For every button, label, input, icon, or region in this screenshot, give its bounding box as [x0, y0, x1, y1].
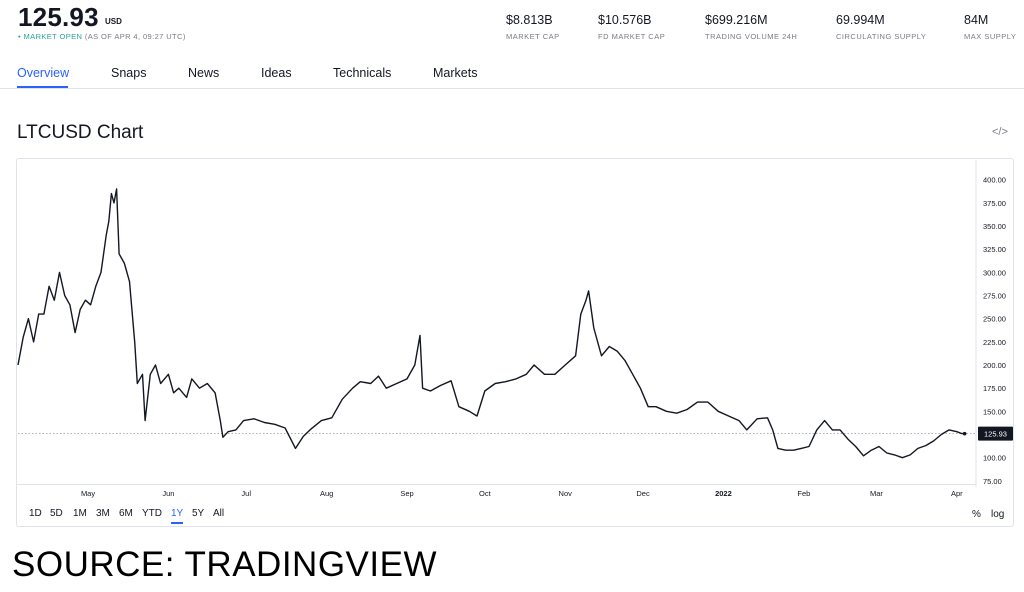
tab-technicals[interactable]: Technicals: [333, 66, 392, 80]
range-1y-button[interactable]: 1Y: [171, 508, 184, 519]
market-status: • MARKET OPEN (AS OF APR 4, 09:27 UTC): [18, 32, 186, 41]
market-time-label: (AS OF APR 4, 09:27 UTC): [84, 32, 186, 41]
price-value: 125.93: [18, 2, 99, 32]
tab-ideas[interactable]: Ideas: [261, 66, 292, 80]
tab-markets[interactable]: Markets: [433, 66, 478, 80]
y-tick-label: 350.00: [983, 222, 1006, 231]
stat-value: $699.216M: [705, 13, 768, 27]
stat-label: MAX SUPPLY: [964, 32, 1017, 41]
stat-fd-market-cap: $10.576B FD MARKET CAP: [598, 13, 665, 41]
stat-label: CIRCULATING SUPPLY: [836, 32, 927, 41]
tab-news[interactable]: News: [188, 66, 220, 80]
stat-value: 69.994M: [836, 13, 885, 27]
tab-snaps[interactable]: Snaps: [111, 66, 147, 80]
range-ytd-button[interactable]: YTD: [142, 508, 162, 519]
y-tick-label: 200.00: [983, 361, 1006, 370]
range-1m-button[interactable]: 1M: [73, 508, 87, 519]
chart-title: LTCUSD Chart: [17, 122, 144, 143]
range-3m-button[interactable]: 3M: [96, 508, 110, 519]
y-tick-label: 100.00: [983, 454, 1006, 463]
y-tick-label: 150.00: [983, 407, 1006, 416]
last-price-label: 125.93: [984, 430, 1007, 439]
y-tick-label: 250.00: [983, 315, 1006, 324]
x-tick-label: Nov: [559, 489, 573, 498]
stat-value: $8.813B: [506, 13, 553, 27]
range-5d-button[interactable]: 5D: [50, 508, 63, 519]
y-tick-label: 225.00: [983, 338, 1006, 347]
y-tick-label: 300.00: [983, 268, 1006, 277]
range-1d-button[interactable]: 1D: [29, 508, 42, 519]
x-tick-label: Dec: [636, 489, 650, 498]
y-tick-label: 75.00: [983, 477, 1002, 486]
status-dot-icon: •: [18, 32, 22, 41]
tab-bar: Overview Snaps News Ideas Technicals Mar…: [0, 58, 1024, 89]
range-6m-button[interactable]: 6M: [119, 508, 133, 519]
x-tick-label: 2022: [715, 489, 732, 498]
x-tick-label: Oct: [479, 489, 492, 498]
stat-max-supply: 84M MAX SUPPLY: [964, 13, 1016, 41]
tab-overview[interactable]: Overview: [17, 66, 70, 80]
stat-label: TRADING VOLUME 24H: [705, 32, 798, 41]
percent-scale-button[interactable]: %: [972, 509, 981, 520]
x-tick-label: Jun: [162, 489, 174, 498]
range-5y-button[interactable]: 5Y: [192, 508, 205, 519]
stat-value: 84M: [964, 13, 989, 27]
y-tick-label: 175.00: [983, 384, 1006, 393]
stat-market-cap: $8.813B MARKET CAP: [506, 13, 560, 41]
last-point-marker: [962, 431, 967, 436]
source-caption: SOURCE: TRADINGVIEW: [12, 545, 438, 584]
x-tick-label: Aug: [320, 489, 333, 498]
embed-code-icon[interactable]: </>: [992, 126, 1008, 138]
log-scale-button[interactable]: log: [991, 509, 1005, 520]
x-tick-label: Mar: [870, 489, 883, 498]
stat-label: MARKET CAP: [506, 32, 560, 41]
price-series-line: [17, 188, 965, 459]
stat-label: FD MARKET CAP: [598, 32, 666, 41]
active-tab-indicator: [17, 86, 68, 88]
stat-trading-volume: $699.216M TRADING VOLUME 24H: [705, 13, 797, 41]
market-open-label: MARKET OPEN: [23, 32, 83, 41]
stat-value: $10.576B: [598, 13, 652, 27]
y-tick-label: 325.00: [983, 245, 1006, 254]
last-price-label-box: [978, 426, 1013, 441]
y-tick-label: 275.00: [983, 292, 1006, 301]
chart-container: [16, 158, 1014, 527]
active-range-indicator: [171, 522, 183, 524]
y-tick-label: 375.00: [983, 199, 1006, 208]
stat-circulating-supply: 69.994M CIRCULATING SUPPLY: [836, 13, 926, 41]
x-tick-label: Jul: [241, 489, 251, 498]
x-tick-label: Feb: [797, 489, 810, 498]
price-unit: USD: [105, 17, 122, 26]
x-tick-label: Apr: [951, 489, 963, 498]
x-tick-label: May: [81, 489, 95, 498]
header: 125.93 USD • MARKET OPEN (AS OF APR 4, 0…: [0, 0, 1024, 50]
x-tick-label: Sep: [400, 489, 413, 498]
y-tick-label: 400.00: [983, 176, 1006, 185]
range-all-button[interactable]: All: [213, 508, 225, 519]
